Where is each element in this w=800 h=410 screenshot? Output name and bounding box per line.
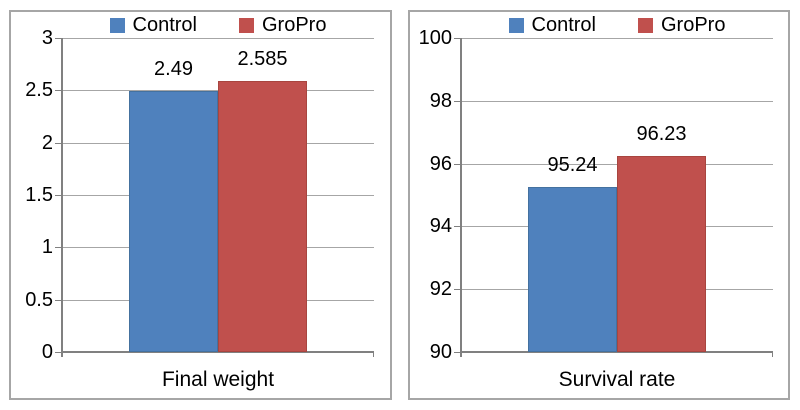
y-tick-mark bbox=[55, 247, 62, 248]
y-gridline bbox=[461, 38, 773, 39]
y-tick-mark bbox=[55, 300, 62, 301]
bar-gropro bbox=[218, 81, 307, 352]
y-tick-mark bbox=[55, 143, 62, 144]
y-tick-mark bbox=[454, 226, 461, 227]
bar-control bbox=[129, 91, 218, 352]
y-tick-mark bbox=[55, 38, 62, 39]
bar-control bbox=[528, 187, 617, 352]
y-tick-mark bbox=[55, 195, 62, 196]
legend-label: Control bbox=[132, 14, 197, 36]
y-tick-label: 100 bbox=[418, 27, 452, 49]
x-axis-title: Survival rate bbox=[558, 368, 676, 391]
x-axis-end-tick bbox=[373, 352, 374, 357]
y-tick-mark bbox=[454, 289, 461, 290]
bar-gropro bbox=[617, 156, 706, 352]
y-tick-label: 2 bbox=[41, 132, 53, 154]
y-tick-label: 96 bbox=[429, 153, 452, 175]
y-tick-mark bbox=[454, 38, 461, 39]
y-tick-mark bbox=[454, 352, 461, 353]
y-gridline bbox=[62, 38, 374, 39]
legend-item-control: Control bbox=[508, 14, 596, 36]
y-tick-label: 92 bbox=[429, 278, 452, 300]
y-tick-mark bbox=[454, 164, 461, 165]
y-gridline bbox=[461, 101, 773, 102]
y-tick-label: 1 bbox=[41, 236, 53, 258]
x-axis-line bbox=[461, 351, 773, 353]
y-axis-line bbox=[61, 38, 63, 357]
y-tick-label: 2.5 bbox=[25, 79, 53, 101]
chart-panel-final-weight: 3 2.5 2 1.5 1 0.5 0 2.49 2.585 Control GroPro Final… bbox=[9, 10, 392, 400]
legend-swatch-gropro bbox=[638, 17, 653, 33]
data-label-gropro: 2.585 bbox=[237, 48, 288, 70]
legend-label: Control bbox=[531, 14, 596, 36]
legend-label: GroPro bbox=[661, 14, 726, 36]
legend: Control GroPro bbox=[62, 13, 374, 37]
legend-swatch-control bbox=[109, 17, 125, 33]
y-tick-label: 98 bbox=[429, 90, 452, 112]
x-axis-title: Final weight bbox=[161, 368, 275, 391]
legend-swatch-gropro bbox=[239, 17, 254, 33]
y-tick-label: 3 bbox=[41, 27, 53, 49]
data-label-control: 2.49 bbox=[154, 58, 193, 80]
y-tick-mark bbox=[454, 101, 461, 102]
y-tick-label: 94 bbox=[429, 215, 452, 237]
y-tick-label: 0 bbox=[41, 341, 53, 363]
legend-item-gropro: GroPro bbox=[239, 14, 326, 36]
legend-swatch-control bbox=[508, 17, 524, 33]
legend: Control GroPro bbox=[461, 13, 773, 37]
y-tick-label: 90 bbox=[429, 341, 452, 363]
x-axis-line bbox=[62, 351, 374, 353]
y-tick-mark bbox=[55, 352, 62, 353]
chart-panel-survival-rate: 100 98 96 94 92 90 95.24 96.23 Control GroPro Surv… bbox=[408, 10, 790, 400]
legend-item-gropro: GroPro bbox=[638, 14, 725, 36]
data-label-gropro: 96.23 bbox=[636, 123, 687, 145]
y-axis-line bbox=[460, 38, 462, 357]
data-label-control: 95.24 bbox=[547, 154, 598, 176]
y-tick-label: 1.5 bbox=[25, 184, 53, 206]
y-tick-label: 0.5 bbox=[25, 289, 53, 311]
y-tick-mark bbox=[55, 90, 62, 91]
x-axis-end-tick bbox=[772, 352, 773, 357]
legend-label: GroPro bbox=[262, 14, 327, 36]
legend-item-control: Control bbox=[109, 14, 197, 36]
